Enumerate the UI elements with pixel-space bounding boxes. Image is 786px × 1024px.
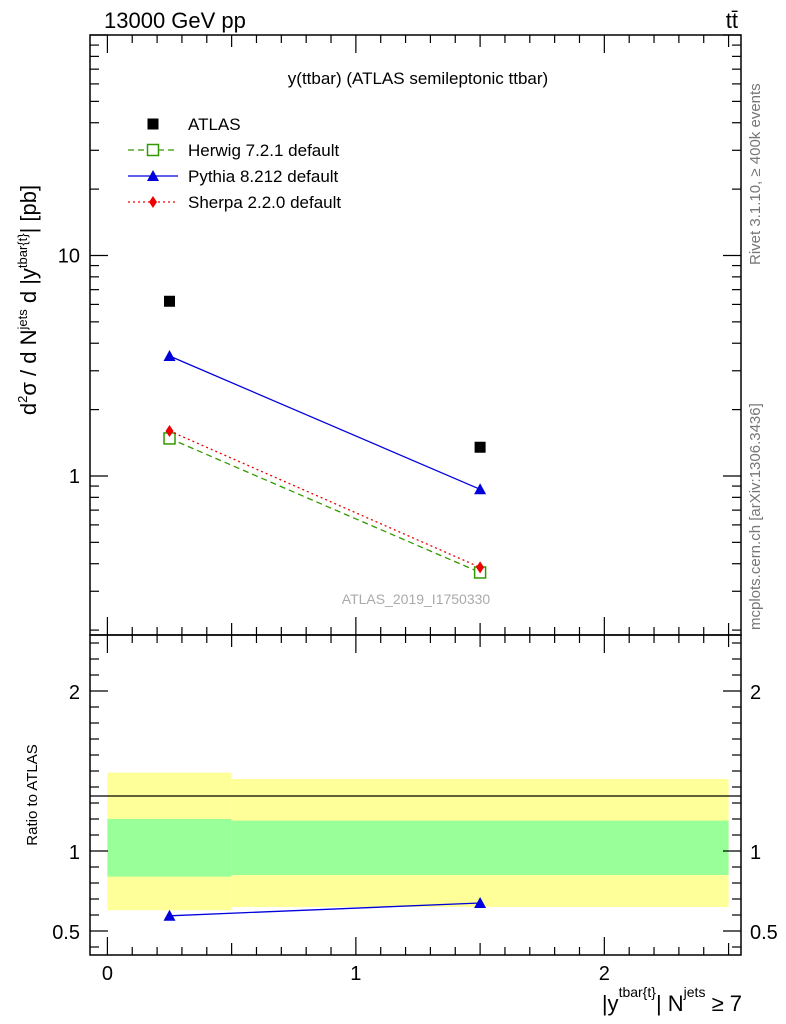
header-process-label: tt̄ [726, 8, 738, 33]
legend-label-herwig: Herwig 7.2.1 default [188, 141, 339, 160]
x-tick-label: 1 [350, 963, 361, 985]
pythia-data-point [163, 350, 176, 362]
analysis-id-label: ATLAS_2019_I1750330 [342, 591, 491, 607]
svg-text:d2σ / d Njets d |ytbar{t}| [pb: d2σ / d Njets d |ytbar{t}| [pb] [15, 185, 41, 415]
atlas-data-point [474, 441, 486, 453]
ratio-y-tick-label: 1 [69, 842, 80, 864]
sherpa-data-point [165, 424, 174, 437]
pythia-data-point [474, 483, 487, 495]
ratio-pythia-point [474, 897, 487, 908]
main-y-tick-label: 10 [58, 245, 80, 267]
main-y-tick-label: 1 [69, 466, 80, 488]
ratio-pythia-line [169, 902, 481, 917]
ratio-y-tick-label: 2 [69, 682, 80, 704]
ratio-pythia-point [163, 909, 176, 921]
legend-label-atlas: ATLAS [188, 115, 241, 134]
herwig-series-line [169, 437, 481, 574]
ratio-frame [89, 634, 742, 956]
legend-marker-herwig [146, 143, 160, 157]
legend-marker-pythia [147, 170, 159, 181]
ratio-inner-band [231, 820, 729, 875]
ratio-plot-panel: 0.5 0.5 1 1 2 2 0 1 2 [52, 634, 778, 985]
legend-marker-sherpa [149, 196, 157, 208]
header-energy-label: 13000 GeV pp [104, 8, 246, 33]
ratio-inner-band [107, 819, 232, 877]
ratio-y-tick-label: 0.5 [52, 922, 80, 944]
ratio-y-tick-label-right: 0.5 [750, 922, 778, 944]
mcplots-label: mcplots.cern.ch [arXiv:1306.3436] [747, 403, 764, 630]
legend-label-sherpa: Sherpa 2.2.0 default [188, 193, 341, 212]
plot-title: y(ttbar) (ATLAS semileptonic ttbar) [288, 69, 548, 88]
ratio-y-tick-label-right: 1 [750, 842, 761, 864]
ratio-y-tick-label-right: 2 [750, 682, 761, 704]
sherpa-series-line [169, 430, 481, 568]
x-axis-label: |ytbar{t}| Njets ≥ 7 [602, 984, 742, 1016]
main-y-axis-label: d2σ / d Njets d |ytbar{t}| [pb] [15, 185, 41, 415]
legend-label-pythia: Pythia 8.212 default [188, 167, 339, 186]
svg-text:|ytbar{t}| Njets ≥ 7: |ytbar{t}| Njets ≥ 7 [602, 984, 742, 1016]
main-plot-panel: y(ttbar) (ATLAS semileptonic ttbar) ATLA… [58, 34, 742, 636]
ratio-y-axis-label: Ratio to ATLAS [24, 744, 41, 845]
legend: ATLAS Herwig 7.2.1 default Pythia 8.212 de… [128, 115, 341, 212]
atlas-data-point [164, 295, 176, 307]
x-tick-label: 2 [599, 963, 610, 985]
x-tick-label: 0 [102, 963, 113, 985]
legend-marker-atlas [147, 118, 159, 130]
rivet-version-label: Rivet 3.1.10, ≥ 400k events [747, 83, 764, 265]
pythia-series-line [169, 355, 481, 490]
sherpa-data-point [476, 561, 485, 574]
